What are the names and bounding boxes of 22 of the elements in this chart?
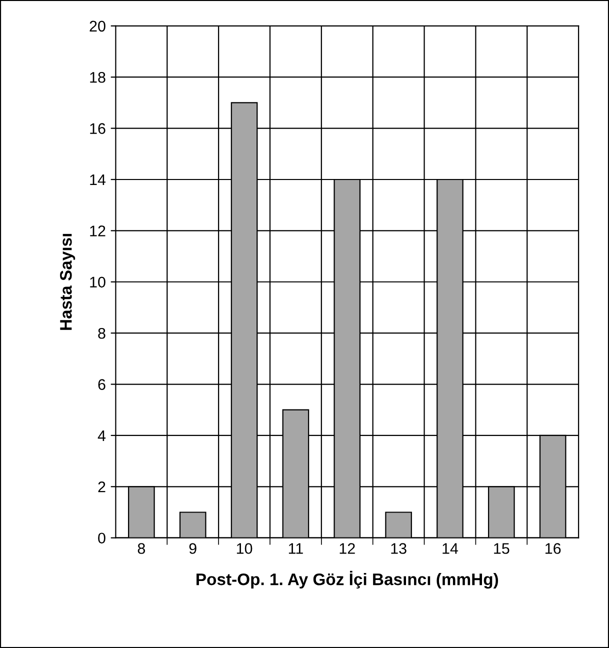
x-axis-title: Post-Op. 1. Ay Göz İçi Basıncı (mmHg): [196, 570, 498, 589]
x-tick-label: 14: [442, 543, 458, 554]
y-axis-title: Hasta Sayısı: [60, 234, 76, 330]
y-tick-label: 0: [98, 532, 106, 544]
x-tick-label: 15: [494, 543, 510, 554]
x-tick-label: 16: [546, 543, 561, 554]
x-tick-label: 12: [340, 543, 355, 554]
y-tick-label: 6: [98, 379, 106, 390]
y-tick-label: 2: [98, 482, 106, 492]
y-tick-label: 20: [90, 20, 106, 32]
y-tick-label: 16: [90, 123, 106, 134]
y-tick-label: 14: [90, 174, 106, 186]
x-tick-label: 9: [189, 543, 196, 554]
y-tick-label: 18: [90, 72, 106, 83]
x-tick-label: 10: [236, 543, 252, 554]
y-tick-label: 12: [90, 226, 106, 236]
x-tick-label: 11: [288, 543, 303, 554]
x-tick-label: 13: [391, 543, 406, 554]
y-tick-label: 8: [98, 328, 106, 339]
y-tick-label: 10: [90, 276, 106, 288]
y-tick-label: 4: [98, 430, 106, 441]
x-tick-label: 8: [138, 543, 146, 554]
